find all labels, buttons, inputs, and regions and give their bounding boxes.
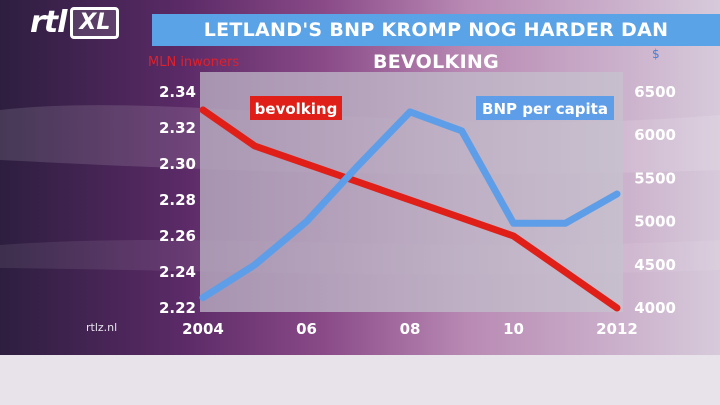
right-tick-label: 5500 (634, 169, 676, 187)
legend-bevolking-label: bevolking (255, 100, 338, 118)
right-tick-label: 4500 (634, 256, 676, 274)
population-point (305, 162, 308, 166)
left-tick-label: 2.34 (159, 83, 196, 101)
population-point (563, 270, 567, 274)
legend-bnp-label: BNP per capita (482, 100, 608, 118)
gdp-per-capita-point (563, 221, 567, 225)
right-tick-label: 4000 (634, 299, 676, 317)
left-tick-label: 2.26 (159, 227, 196, 245)
chart-title: LETLAND'S BNP KROMP NOG HARDER DAN BEVOL… (203, 19, 669, 73)
population-line (199, 106, 621, 312)
x-tick-label: 10 (503, 320, 524, 338)
watermark: rtlz.nl (86, 321, 118, 334)
logo-xl-text: XL (70, 7, 120, 39)
legend-bevolking-box (250, 96, 342, 120)
left-tick-label: 2.30 (159, 155, 196, 173)
x-tick-label: 2012 (596, 320, 638, 338)
logo-rtl-text: rtl (30, 5, 67, 40)
right-tick-label: 6500 (634, 83, 676, 101)
gdp-per-capita-point (460, 129, 464, 133)
gdp-per-capita-point (512, 221, 515, 225)
left-axis-label: MLN inwoners (148, 55, 239, 70)
gdp-per-capita-point (408, 110, 412, 114)
population-point (512, 234, 515, 238)
gdp-per-capita-line (199, 108, 621, 302)
left-tick-label: 2.22 (159, 299, 196, 317)
right-tick-label: 6000 (634, 126, 676, 144)
x-tick-label: 08 (400, 320, 421, 338)
gdp-per-capita-point (615, 192, 619, 196)
population-point (615, 306, 619, 310)
rtl-xl-logo: rtl XL (30, 5, 120, 40)
right-tick-label: 5000 (634, 213, 676, 231)
population-point (356, 180, 360, 184)
legend-bnp-box (476, 96, 614, 120)
population-point (201, 108, 205, 112)
title-bar: LETLAND'S BNP KROMP NOG HARDER DAN BEVOL… (152, 14, 720, 73)
left-tick-label: 2.32 (159, 119, 196, 137)
x-tick-label: 2004 (182, 320, 224, 338)
right-axis-label: $ (652, 47, 660, 61)
population-point (460, 216, 464, 220)
gdp-per-capita-point (305, 220, 308, 224)
gdp-per-capita-point (253, 263, 257, 267)
gdp-per-capita-point (356, 163, 360, 167)
gdp-per-capita-point (201, 296, 205, 300)
x-tick-label: 06 (296, 320, 317, 338)
population-point (408, 198, 412, 202)
left-tick-label: 2.28 (159, 191, 196, 209)
left-tick-label: 2.24 (159, 263, 196, 281)
population-point (253, 144, 257, 148)
